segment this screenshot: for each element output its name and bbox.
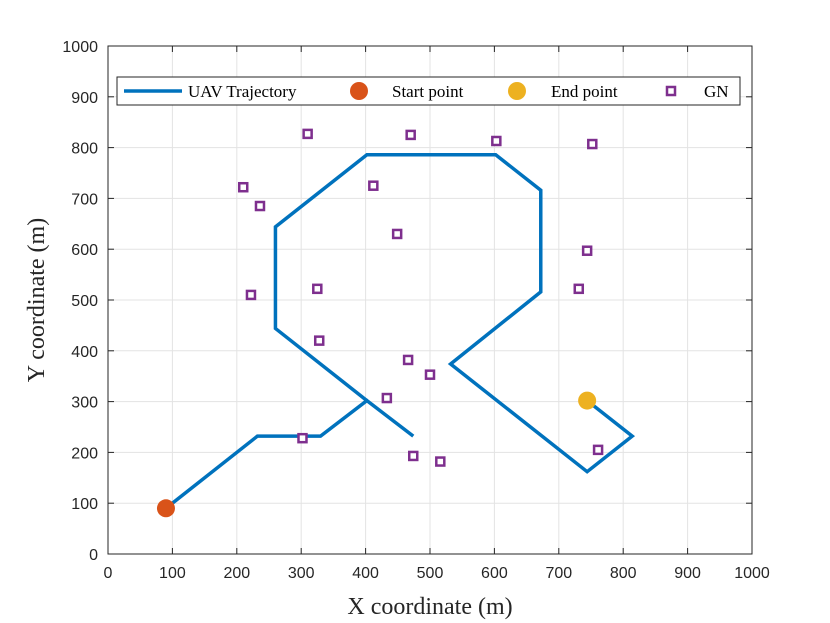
uav-trajectory-segment [273, 152, 636, 474]
gn-marker [297, 432, 308, 444]
gn-marker [254, 200, 266, 212]
x-tick-label: 800 [610, 565, 637, 582]
legend-label-end: End point [551, 82, 618, 101]
gn-marker [408, 450, 419, 462]
y-tick-label: 300 [71, 395, 98, 412]
x-axis-label: X coordinate (m) [347, 594, 512, 620]
legend-label-start: Start point [392, 82, 464, 101]
gn-marker [573, 283, 585, 295]
x-tick-label: 0 [104, 565, 113, 582]
legend-end-point-icon [508, 82, 526, 100]
y-axis-label: Y coordinate (m) [24, 218, 50, 382]
y-tick-label: 100 [71, 496, 98, 513]
start-point-marker [156, 499, 175, 518]
y-tick-label: 500 [71, 293, 98, 310]
uav-trajectory-line [164, 398, 415, 510]
x-tick-label: 1000 [734, 565, 770, 582]
legend: UAV Trajectory Start point End point GN [116, 76, 741, 106]
x-tick-label: 900 [674, 565, 701, 582]
gn-marker [592, 444, 604, 456]
x-tick-label: 600 [481, 565, 508, 582]
gn-marker [405, 129, 416, 141]
gn-marker [391, 228, 403, 240]
y-tick-label: 900 [71, 90, 98, 107]
gn-marker [402, 354, 414, 366]
y-tick-labels: 0 100 200 300 400 500 600 700 800 900 1000 [62, 39, 98, 564]
y-tick-label: 1000 [62, 39, 98, 56]
gn-marker [237, 181, 249, 193]
x-tick-label: 200 [223, 565, 250, 582]
legend-label-trajectory: UAV Trajectory [188, 82, 297, 101]
x-tick-label: 500 [417, 565, 444, 582]
gn-marker [313, 335, 325, 346]
legend-box [116, 76, 741, 106]
gn-marker [424, 369, 436, 380]
gn-marker [312, 283, 323, 295]
x-tick-label: 700 [545, 565, 572, 582]
x-tick-label: 100 [159, 565, 186, 582]
tick-marks [107, 45, 753, 555]
x-tick-labels: 0 100 200 300 400 500 600 700 800 900 1000 [104, 565, 770, 582]
gn-marker [435, 456, 446, 467]
gn-marker [381, 392, 393, 404]
x-tick-label: 400 [352, 565, 379, 582]
gn-marker [491, 135, 502, 147]
y-tick-label: 400 [71, 344, 98, 361]
y-tick-label: 700 [71, 191, 98, 208]
legend-start-point-icon [350, 82, 368, 100]
end-point-marker [578, 391, 597, 410]
y-tick-label: 200 [71, 445, 98, 462]
y-tick-label: 600 [71, 242, 98, 259]
x-tick-label: 300 [288, 565, 315, 582]
y-tick-label: 800 [71, 141, 98, 158]
gn-marker [245, 289, 257, 301]
gn-marker [581, 245, 593, 256]
gn-marker [368, 180, 379, 191]
gn-marker [587, 138, 598, 150]
y-tick-label: 0 [89, 547, 98, 564]
gn-marker [302, 128, 313, 140]
series-layer [156, 128, 636, 518]
legend-gn-square-icon [665, 85, 677, 97]
legend-label-gn: GN [704, 82, 729, 101]
